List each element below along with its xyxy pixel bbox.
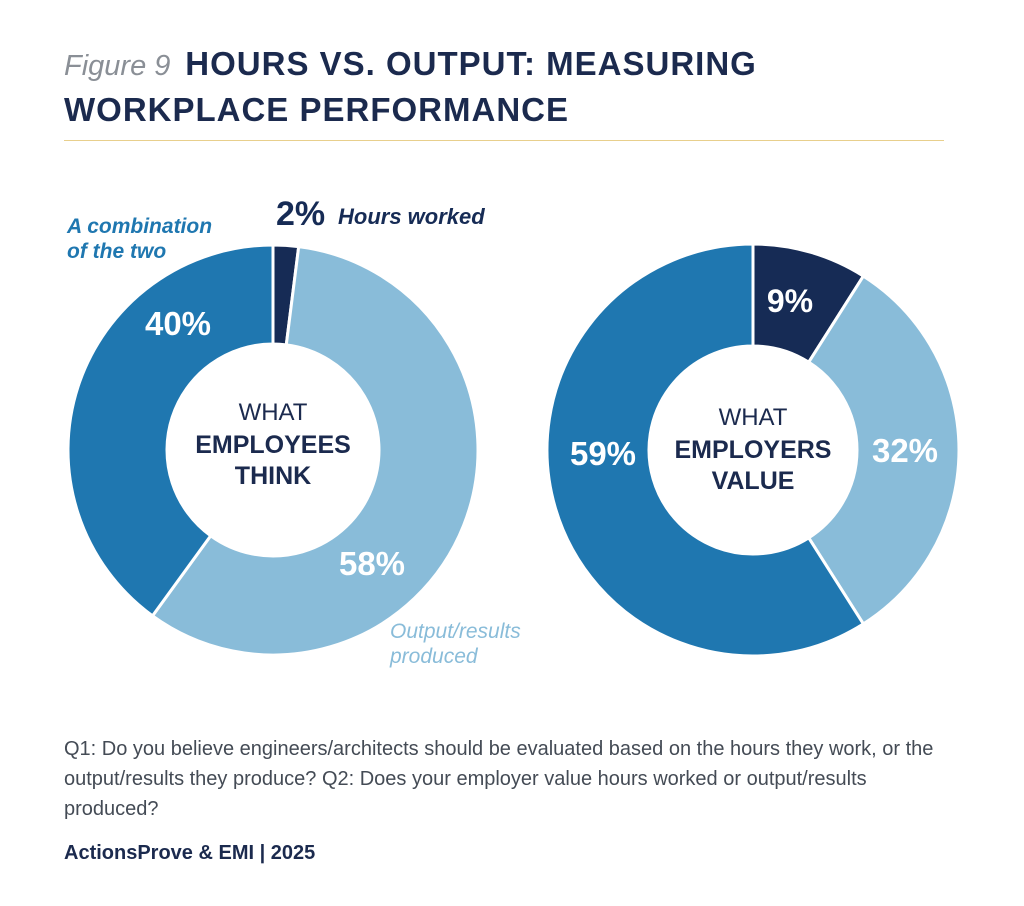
output-pct-label-1: 58% (339, 545, 405, 582)
center-label-sub-2: VALUE (712, 467, 795, 495)
center-label-top-1: WHAT (239, 399, 308, 426)
donut-chart-employers (545, 242, 961, 658)
center-label-top-2: WHAT (719, 404, 788, 431)
chart-title: Figure 9 HOURS VS. OUTPUT: MEASURING WOR… (64, 42, 964, 132)
combo-pct-label-1: 40% (145, 305, 211, 342)
output-annotation-line-2: produced (389, 645, 479, 668)
center-label-sub-1: THINK (235, 462, 311, 490)
title-line-2: WORKPLACE PERFORMANCE (64, 91, 569, 128)
figure-label: Figure 9 (64, 50, 171, 82)
title-line-1: HOURS VS. OUTPUT: MEASURING (185, 45, 757, 82)
hours-annotation: Hours worked (338, 204, 485, 229)
title-divider (64, 140, 944, 141)
combo-pct-label-2: 59% (570, 435, 636, 472)
source-credit: ActionsProve & EMI | 2025 (64, 842, 316, 864)
output-annotation-line-1: Output/results (390, 620, 521, 643)
donut-chart-employees (66, 243, 480, 657)
donut-slice-a-combination-of-the-two (545, 242, 866, 658)
center-label-main-2: EMPLOYERS (675, 436, 832, 464)
survey-questions: Q1: Do you believe engineers/architects … (64, 738, 934, 820)
output-pct-label-2: 32% (872, 432, 938, 469)
hours-pct-label-1: 2% (276, 195, 325, 233)
donut-slice-output-results-produced (150, 244, 480, 657)
combo-annotation-line-2: of the two (67, 240, 166, 263)
center-label-main-1: EMPLOYEES (195, 431, 351, 459)
hours-pct-label-2: 9% (767, 283, 813, 319)
combo-annotation-line-1: A combination (66, 215, 212, 238)
donut-slice-output-results-produced (806, 273, 961, 627)
donut-slice-a-combination-of-the-two (66, 243, 275, 618)
